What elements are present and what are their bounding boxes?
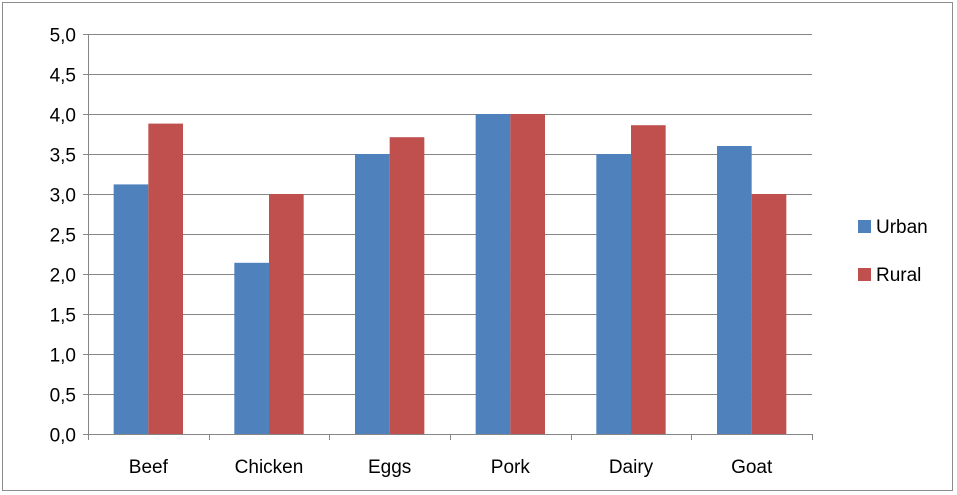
x-tick-label: Goat: [731, 457, 773, 478]
x-tick-label: Chicken: [235, 457, 304, 478]
y-tick-label: 5,0: [50, 26, 76, 47]
bar-rural-beef: [148, 123, 184, 434]
y-tick-label: 4,5: [50, 66, 76, 87]
y-tick-label: 3,0: [50, 186, 76, 207]
y-tick-label: 4,0: [50, 106, 76, 127]
y-tick-label: 1,5: [50, 306, 76, 327]
legend: Urban Rural: [858, 217, 928, 286]
y-tick-label: 2,5: [50, 226, 76, 247]
y-axis-tick-labels: 0,0 0,5 1,0 1,5 2,0 2,5 3,0 3,5 4,0 4,5 5,0: [50, 26, 76, 447]
bar-rural-eggs: [389, 137, 425, 434]
legend-swatch-rural: [858, 268, 871, 281]
legend-swatch-urban: [858, 220, 871, 233]
x-tick-label: Dairy: [609, 457, 654, 478]
y-tick-label: 1,0: [50, 346, 76, 367]
bar-urban-chicken: [234, 262, 269, 434]
bar-rural-goat: [751, 194, 787, 434]
bar-rural-chicken: [269, 194, 304, 434]
axes: [83, 34, 813, 440]
x-tick-label: Pork: [491, 457, 531, 478]
bar-urban-goat: [716, 146, 752, 434]
y-tick-label: 0,0: [50, 426, 76, 447]
x-axis-tick-labels: Beef Chicken Eggs Pork Dairy Goat: [129, 457, 773, 478]
bar-rural-dairy: [631, 125, 666, 434]
y-tick-label: 3,5: [50, 146, 76, 167]
bar-urban-pork: [475, 114, 511, 434]
y-tick-label: 0,5: [50, 386, 76, 407]
x-tick-label: Beef: [129, 457, 169, 478]
x-tick-label: Eggs: [368, 457, 411, 478]
bar-urban-dairy: [596, 154, 631, 434]
bars: [113, 114, 787, 434]
bar-urban-beef: [113, 184, 149, 434]
bar-rural-pork: [510, 114, 546, 434]
bar-urban-eggs: [354, 154, 390, 434]
legend-label-urban: Urban: [876, 217, 928, 238]
gridlines: [88, 34, 812, 395]
legend-label-rural: Rural: [876, 265, 921, 286]
y-tick-label: 2,0: [50, 266, 76, 287]
